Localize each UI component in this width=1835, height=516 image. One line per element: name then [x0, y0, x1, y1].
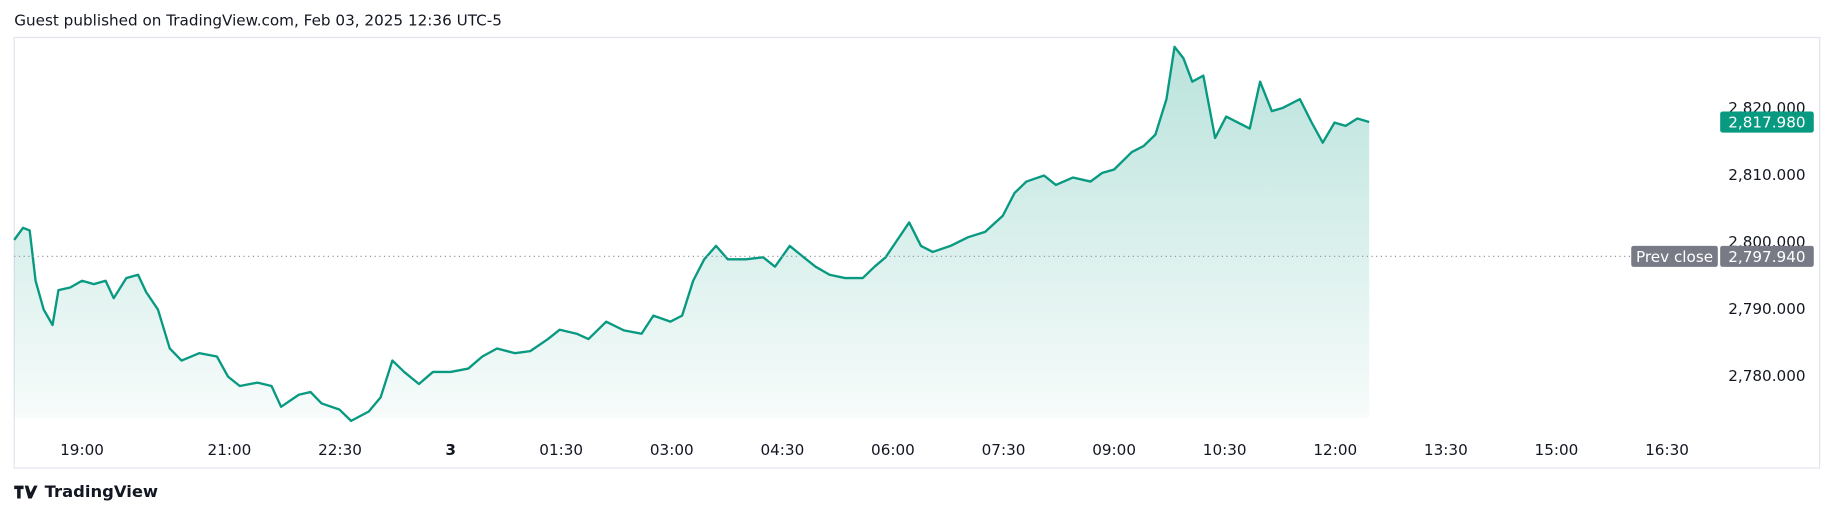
- x-tick-label: 09:00: [1092, 441, 1136, 459]
- prev-close-name: Prev close: [1636, 248, 1713, 266]
- x-tick-label: 15:00: [1535, 441, 1579, 459]
- logo: TradingView: [14, 482, 158, 501]
- y-tick-label: 2,780.000: [1728, 367, 1805, 385]
- prev-close-value-bg: [1720, 245, 1814, 267]
- prev-close-value: 2,797.940: [1728, 248, 1805, 266]
- y-tick-label: 2,810.000: [1728, 166, 1805, 184]
- prev-close-name-bg: [1631, 245, 1718, 267]
- x-tick-label: 19:00: [60, 441, 104, 459]
- last-price-bg: [1720, 111, 1814, 133]
- x-tick-label: 10:30: [1203, 441, 1247, 459]
- x-tick-label: 01:30: [539, 441, 583, 459]
- last-price-label: 2,817.980: [1728, 114, 1805, 132]
- header: Guest published on TradingView.com, Feb …: [14, 12, 502, 30]
- y-tick-label: 2,790.000: [1728, 300, 1805, 318]
- x-tick-label: 04:30: [760, 441, 804, 459]
- x-tick-label: 13:30: [1424, 441, 1468, 459]
- price-line: [13, 45, 1370, 423]
- x-tick-label: 12:00: [1313, 441, 1357, 459]
- x-tick-label: 22:30: [318, 441, 362, 459]
- x-tick-label: 06:00: [871, 441, 915, 459]
- footer-brand: TradingView: [45, 482, 158, 501]
- x-tick-label: 16:30: [1645, 441, 1689, 459]
- x-tick-label: 03:00: [650, 441, 694, 459]
- x-tick-label: 07:30: [982, 441, 1026, 459]
- prev-close-badge: Prev close 2,797.940: [1631, 245, 1814, 267]
- last-price-badge: 2,817.980: [1720, 111, 1814, 133]
- area-fill: [14, 46, 1370, 421]
- x-tick-label: 3: [445, 441, 456, 459]
- x-tick-label: 21:00: [208, 441, 252, 459]
